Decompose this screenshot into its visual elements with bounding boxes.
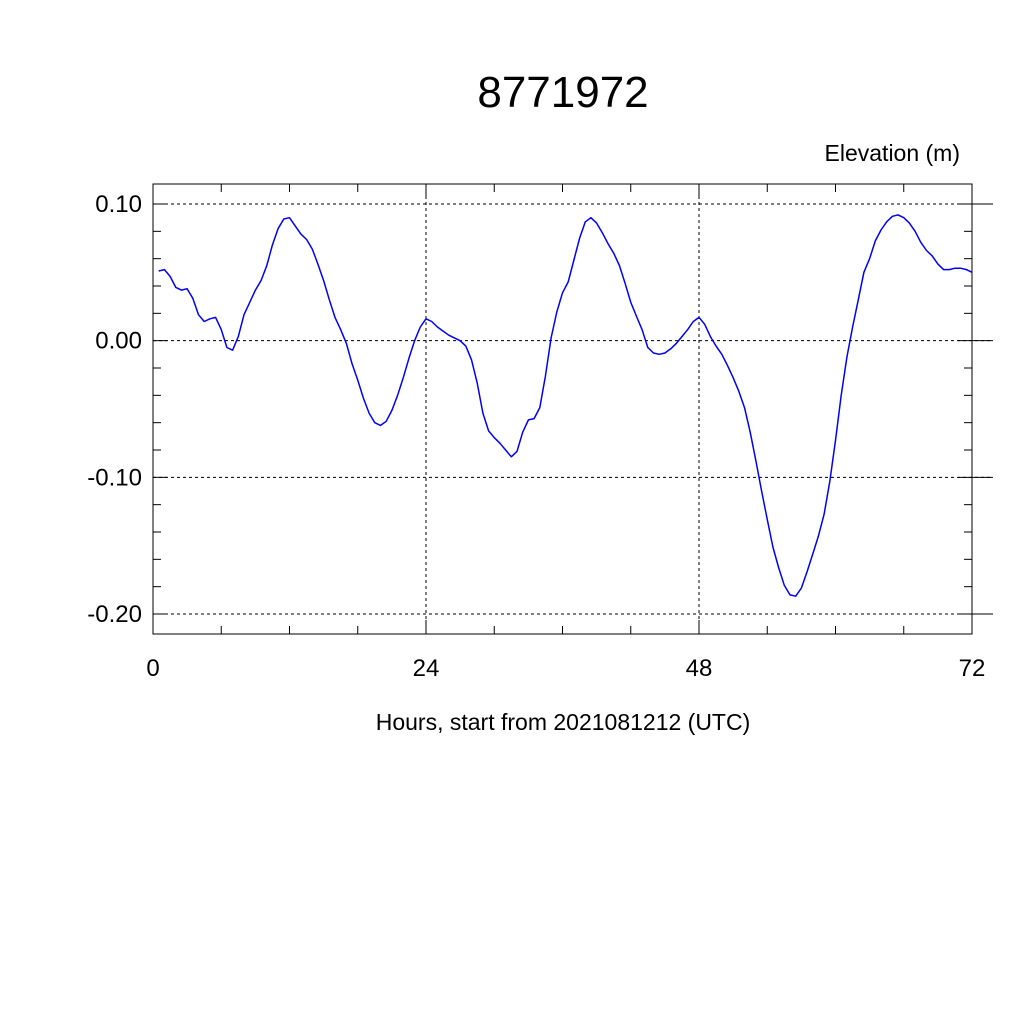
y-axis-label: Elevation (m) (825, 140, 960, 166)
series-group (158, 214, 973, 597)
minor-ticks (153, 184, 972, 634)
y-tick-label: -0.10 (87, 464, 142, 491)
y-tick-label: -0.20 (87, 601, 142, 628)
y-tick-label: 0.10 (95, 191, 142, 218)
x-tick-labels: 0 24 48 72 (146, 655, 985, 682)
x-tick-label: 72 (959, 655, 986, 682)
grid-lines (153, 184, 993, 634)
major-ticks (152, 184, 993, 634)
x-tick-label: 48 (686, 655, 713, 682)
y-tick-labels: 0.10 0.00 -0.10 -0.20 (87, 191, 142, 628)
plot-frame (152, 183, 973, 635)
y-tick-label: 0.00 (95, 328, 142, 355)
x-tick-label: 0 (146, 655, 159, 682)
x-axis-label: Hours, start from 2021081212 (UTC) (376, 709, 751, 735)
series-line (158, 214, 973, 597)
chart-title: 8771972 (477, 68, 648, 117)
x-tick-label: 24 (413, 655, 440, 682)
